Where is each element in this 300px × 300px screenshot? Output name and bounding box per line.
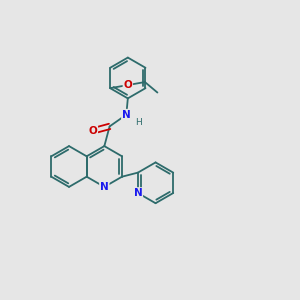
- Text: O: O: [124, 80, 132, 90]
- Text: O: O: [88, 126, 97, 136]
- Text: N: N: [100, 182, 109, 192]
- Text: H: H: [135, 118, 142, 127]
- Text: N: N: [134, 188, 142, 198]
- Text: N: N: [122, 110, 131, 120]
